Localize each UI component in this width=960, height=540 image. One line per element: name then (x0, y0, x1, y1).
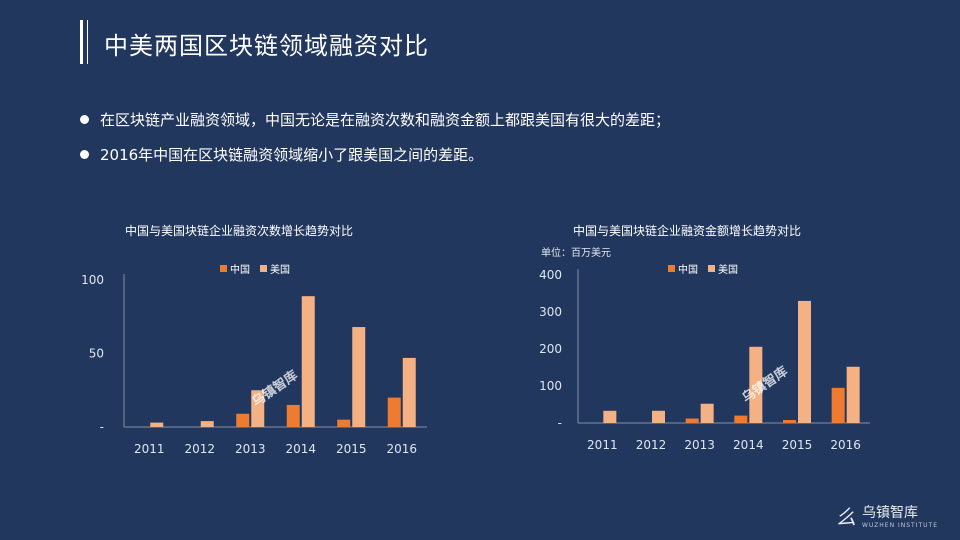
brand-logo: 么 乌镇智库 WUZHEN INSTITUTE (836, 501, 938, 530)
bullet-text: 在区块链产业融资领域，中国无论是在融资次数和融资金额上都跟美国有很大的差距； (100, 110, 671, 129)
chart-1-title: 中国与美国块链企业融资次数增长趋势对比 (125, 224, 354, 238)
legend-label: 中国 (678, 265, 698, 276)
chart-2-legend: 中国 美国 (668, 261, 748, 276)
legend-swatch (668, 265, 675, 272)
legend-item-china: 中国 (220, 261, 250, 276)
x-tick-label: 2012 (184, 442, 215, 456)
x-tick-label: 2016 (386, 442, 417, 456)
bar-china (387, 397, 401, 427)
chart-1-legend: 中国 美国 (220, 261, 300, 276)
bar-usa (150, 422, 164, 427)
bar-usa (402, 357, 416, 427)
y-tick-label: 50 (89, 347, 104, 361)
logo-mark-icon: 么 (835, 505, 856, 529)
bar-china (337, 419, 351, 427)
legend-label: 美国 (718, 265, 738, 276)
bar-usa (200, 421, 214, 427)
chart-2-title: 中国与美国块链企业融资金额增长趋势对比 (573, 224, 802, 238)
legend-swatch (708, 265, 715, 272)
y-tick-label: 100 (81, 273, 104, 287)
legend-label: 中国 (230, 265, 250, 276)
bullet-dot-icon (80, 114, 89, 124)
bullet-list: 在区块链产业融资领域，中国无论是在融资次数和融资金额上都跟美国有很大的差距； 2… (80, 108, 670, 178)
legend-label: 美国 (270, 265, 290, 276)
page-title: 中美两国区块链领域融资对比 (104, 32, 429, 60)
bullet-dot-icon (80, 149, 89, 159)
chart-2-unit: 单位：百万美元 (541, 248, 611, 259)
bullet-item: 在区块链产业融资领域，中国无论是在融资次数和融资金额上都跟美国有很大的差距； (80, 108, 670, 130)
x-tick-label: 2011 (134, 442, 165, 456)
legend-item-usa: 美国 (708, 261, 738, 276)
title-accent-bar (80, 20, 88, 64)
legend-swatch (260, 265, 267, 272)
bullet-text: 2016年中国在区块链融资领域缩小了跟美国之间的差距。 (100, 145, 484, 164)
bar-usa (301, 296, 315, 427)
legend-item-usa: 美国 (260, 261, 290, 276)
legend-item-china: 中国 (668, 261, 698, 276)
bullet-item: 2016年中国在区块链融资领域缩小了跟美国之间的差距。 (80, 143, 670, 165)
bar-usa (251, 390, 265, 427)
legend-swatch (220, 265, 227, 272)
x-tick-label: 2015 (336, 442, 367, 456)
y-tick-label: - (100, 420, 104, 434)
bar-usa (352, 327, 366, 427)
bar-china (286, 404, 300, 427)
x-tick-label: 2013 (235, 442, 266, 456)
logo-name: 乌镇智库 (861, 505, 918, 521)
logo-subtitle: WUZHEN INSTITUTE (861, 522, 938, 529)
x-tick-label: 2014 (285, 442, 316, 456)
bar-china (236, 413, 250, 427)
